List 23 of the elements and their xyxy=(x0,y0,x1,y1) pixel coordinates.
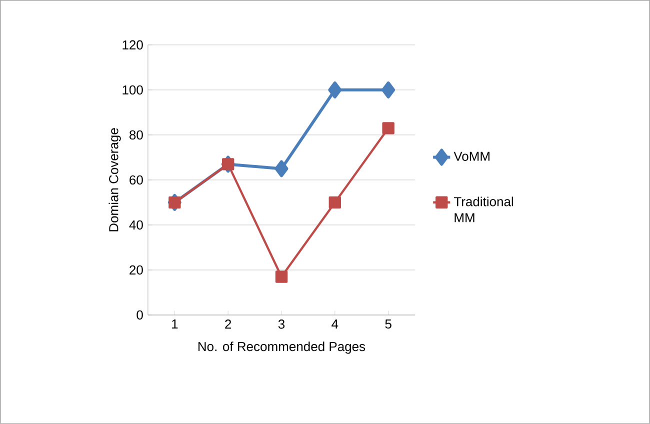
point xyxy=(328,196,342,209)
point xyxy=(382,81,396,98)
point xyxy=(275,270,288,283)
x-axis-title: No. of Recommended Pages xyxy=(198,342,366,354)
legend-label: Traditional MM xyxy=(454,196,514,222)
x-tick-label: 3 xyxy=(278,320,285,329)
x-tick-label: 4 xyxy=(332,320,338,329)
y-tick-label: 120 xyxy=(122,40,143,50)
x-tick-label: 1 xyxy=(172,320,178,329)
point xyxy=(328,81,342,98)
y-tick-label: 20 xyxy=(130,265,143,275)
legend-label: VoMM xyxy=(454,152,490,161)
x-tick-label: 5 xyxy=(385,320,392,329)
y-tick-label: 0 xyxy=(136,310,143,320)
y-tick-label: 40 xyxy=(129,220,143,230)
point xyxy=(222,158,234,170)
point xyxy=(382,122,394,134)
y-tick-label: 60 xyxy=(130,175,143,185)
y-tick-label: 80 xyxy=(130,130,143,140)
point xyxy=(274,160,288,178)
y-axis-title: Domian Coverage xyxy=(108,128,121,232)
y-tick-label: 100 xyxy=(122,85,143,95)
x-tick-label: 2 xyxy=(225,320,232,329)
